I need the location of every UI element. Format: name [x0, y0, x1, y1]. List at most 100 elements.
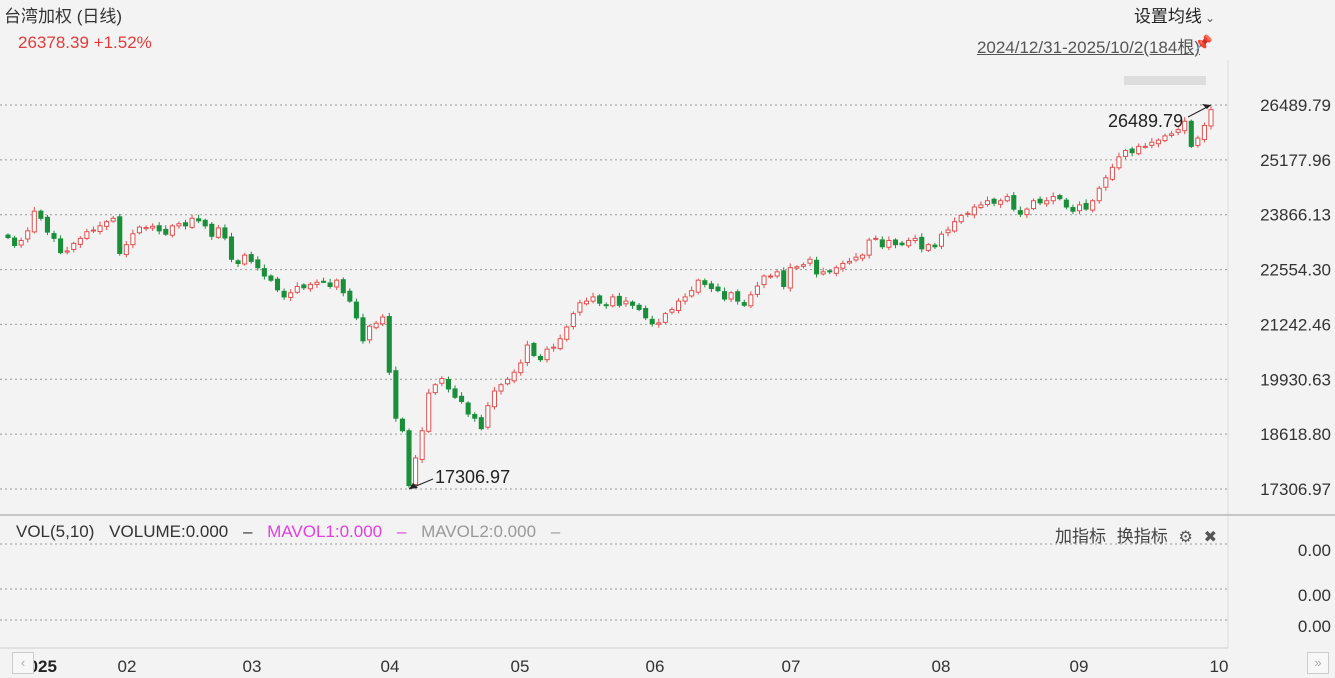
candle-body-up	[669, 308, 675, 313]
volume-value: VOLUME:0.000 –	[109, 522, 253, 541]
volume-text: VOLUME:0.000	[109, 522, 229, 541]
chart-title: 台湾加权 (日线)	[4, 7, 123, 26]
candle-body-up	[1076, 204, 1083, 212]
candle-body-down	[537, 355, 544, 361]
candle-body-down	[616, 295, 622, 306]
candle-body-up	[998, 200, 1004, 205]
candle-body-up	[1103, 177, 1109, 188]
candle-body-up	[794, 266, 800, 269]
candle-body-down	[255, 259, 261, 269]
volume-tick-label: 0.00	[1298, 617, 1331, 636]
candle-body-up	[774, 271, 780, 277]
candle-body-up	[544, 348, 550, 361]
candle-body-down	[222, 227, 228, 239]
candle-body-down	[321, 280, 327, 283]
mavol2-value: MAVOL2:0.000 –	[421, 522, 561, 541]
candle-body-up	[1162, 135, 1168, 142]
candle-body-up	[1004, 196, 1010, 202]
x-axis-label: 02	[118, 657, 137, 676]
candle-body-up	[925, 244, 931, 251]
candle-body-up	[1109, 166, 1115, 180]
ma-setting-label: 设置均线	[1133, 7, 1202, 26]
candle-body-up	[564, 326, 570, 340]
price-tick-label: 21242.46	[1260, 315, 1331, 334]
candle-body-up	[590, 296, 596, 302]
candle-body-down	[44, 216, 50, 233]
gear-icon[interactable]: ⚙	[1178, 529, 1193, 546]
price-tick-label: 26489.79	[1260, 96, 1331, 115]
candle-body-up	[511, 371, 517, 382]
candle-body-up	[373, 322, 379, 329]
candle-body-up	[1195, 137, 1201, 146]
candle-body-up	[97, 225, 103, 233]
candle-body-up	[610, 296, 616, 307]
candle-body-down	[248, 254, 254, 262]
candle-body-down	[708, 283, 714, 290]
candle-body-up	[866, 239, 872, 256]
volume-tick-label: 0.00	[1298, 586, 1331, 605]
candle-body-down	[1037, 198, 1043, 204]
candle-body-up	[1123, 150, 1129, 157]
candle-body-up	[413, 457, 419, 486]
ma-setting-button[interactable]: 设置均线 ⌄	[1134, 2, 1215, 27]
price-tick-label: 19930.63	[1260, 370, 1331, 389]
candle-body-down	[1129, 148, 1135, 154]
candle-body-down	[636, 304, 642, 310]
candle-body-up	[524, 344, 530, 364]
candle-body-up	[307, 283, 313, 290]
candle-body-down	[209, 223, 215, 237]
candle-body-up	[754, 285, 760, 295]
candle-body-up	[64, 250, 70, 253]
candle-body-down	[445, 378, 451, 390]
date-range-link[interactable]: 2024/12/31-2025/10/2(184根)	[976, 38, 1200, 57]
candle-body-up	[426, 392, 432, 432]
candles	[5, 106, 1214, 488]
add-indicator-button[interactable]: 加指标	[1055, 527, 1107, 546]
candle-body-up	[485, 405, 491, 428]
candle-body-up	[623, 300, 629, 305]
candle-body-up	[1142, 145, 1148, 148]
candle-body-up	[169, 225, 175, 236]
indicator-legend: VOL(5,10) VOLUME:0.000 – MAVOL1:0.000 – …	[16, 522, 570, 542]
candle-body-up	[1050, 196, 1056, 202]
candle-body-up	[833, 267, 839, 274]
candle-body-down	[932, 244, 938, 248]
candle-body-up	[886, 239, 892, 248]
candle-body-up	[978, 204, 984, 209]
price-tick-label: 22554.30	[1260, 261, 1331, 280]
candle-body-up	[1096, 187, 1102, 202]
pin-icon[interactable]: 📌	[1194, 35, 1213, 52]
candle-body-down	[406, 430, 412, 487]
candle-body-down	[991, 198, 997, 204]
candle-body-up	[314, 281, 320, 285]
mavol1-value: MAVOL1:0.000 –	[267, 522, 407, 541]
candle-body-up	[1090, 200, 1096, 211]
candle-body-up	[505, 378, 511, 385]
candle-body-up	[853, 256, 859, 261]
candle-body-down	[51, 233, 57, 239]
candle-body-up	[945, 229, 951, 234]
switch-indicator-button[interactable]: 换指标	[1116, 527, 1168, 546]
candle-body-down	[1057, 195, 1063, 200]
candle-body-down	[196, 218, 202, 222]
candle-body-up	[518, 362, 524, 374]
scroll-left-button[interactable]: ‹	[12, 652, 34, 674]
last-price: 26378.39	[18, 33, 89, 52]
candle-body-up	[215, 227, 221, 238]
candle-body-down	[1017, 210, 1023, 215]
volume-grid	[0, 543, 1228, 621]
indicator-actions: 加指标 换指标 ⚙ ✖	[1049, 522, 1217, 547]
scroll-right-button[interactable]: »	[1307, 652, 1329, 674]
zoom-slider[interactable]	[1124, 76, 1206, 85]
candle-body-up	[294, 285, 300, 293]
candle-body-down	[228, 236, 235, 260]
close-icon[interactable]: ✖	[1203, 529, 1217, 546]
mavol1-text: MAVOL1:0.000	[267, 522, 383, 541]
x-axis-label: 08	[932, 657, 951, 676]
candle-body-down	[603, 304, 609, 307]
candle-body-down	[360, 317, 366, 342]
x-axis-label: 07	[782, 657, 801, 676]
x-axis-label: 04	[381, 657, 400, 676]
candle-body-up	[288, 292, 294, 298]
candle-body-up	[380, 316, 386, 325]
